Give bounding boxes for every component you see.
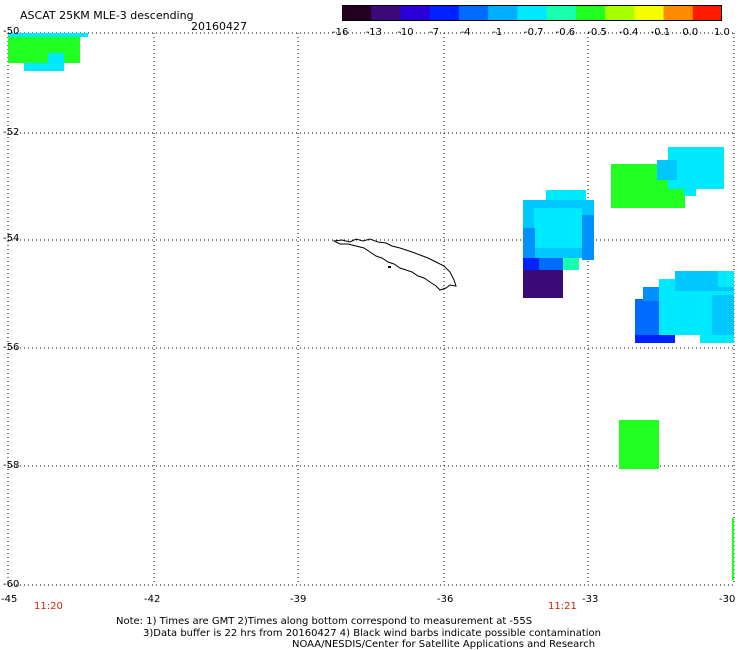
lat-label: -52 <box>3 127 20 138</box>
lat-label: -60 <box>3 579 20 590</box>
colorbar-label: -0.6 <box>555 27 576 38</box>
data-pixel <box>712 295 734 335</box>
data-pixel <box>718 271 734 287</box>
lat-label: -58 <box>3 460 20 471</box>
lon-label: -30 <box>719 594 736 605</box>
data-pixel <box>611 164 661 208</box>
data-pixel <box>8 37 80 53</box>
colorbar-segment <box>692 5 722 21</box>
lat-label: -50 <box>3 26 20 37</box>
lon-label: -39 <box>290 594 307 605</box>
note-line-1: Note: 1) Times are GMT 2)Times along bot… <box>116 616 533 627</box>
south-georgia-coastline <box>332 238 457 291</box>
colorbar-segment <box>371 5 401 21</box>
lat-label: -56 <box>3 342 20 353</box>
colorbar-segment <box>605 5 635 21</box>
map-grid <box>7 32 735 586</box>
colorbar-label: -13 <box>365 27 382 38</box>
lon-label: -42 <box>144 594 161 605</box>
colorbar-segment <box>546 5 577 21</box>
lat-label: -54 <box>3 233 20 244</box>
data-pixel <box>657 160 677 180</box>
colorbar-label: -0.7 <box>524 27 544 38</box>
data-pixel <box>546 190 586 200</box>
data-pixel <box>534 208 582 248</box>
colorbar-label: -10 <box>397 27 414 38</box>
colorbar-segment <box>342 5 372 21</box>
time-label: 11:20 <box>34 601 63 612</box>
colorbar-segment <box>517 5 548 21</box>
data-pixel <box>732 518 734 580</box>
data-pixel <box>635 335 675 343</box>
time-label: 11:21 <box>548 601 577 612</box>
colorbar-segment <box>458 5 489 21</box>
data-pixel <box>539 258 563 270</box>
coastline-islet <box>388 266 391 268</box>
colorbar-label: 1.0 <box>714 27 730 38</box>
note-line-3: NOAA/NESDIS/Center for Satellite Applica… <box>292 639 596 650</box>
data-pixel <box>8 33 88 37</box>
data-pixel <box>700 335 734 343</box>
colorbar-label: -0.5 <box>587 27 607 38</box>
data-pixel <box>523 228 535 258</box>
data-pixel <box>582 215 594 260</box>
colorbar-segment <box>663 5 694 21</box>
colorbar <box>342 5 722 21</box>
colorbar-segment <box>488 5 518 21</box>
colorbar-label: -1 <box>492 27 503 38</box>
data-pixel <box>619 420 659 469</box>
lon-label: -36 <box>437 594 454 605</box>
colorbar-border <box>342 5 722 21</box>
colorbar-segment <box>429 5 460 21</box>
data-pixel <box>643 287 659 301</box>
note-line-2: 3)Data buffer is 22 hrs from 20160427 4)… <box>143 628 601 639</box>
colorbar-segment <box>575 5 606 21</box>
data-pixel <box>523 258 539 270</box>
data-pixels <box>8 33 734 580</box>
data-pixel <box>24 53 48 63</box>
colorbar-label: -7 <box>429 27 439 38</box>
colorbar-label: -4 <box>460 27 471 38</box>
colorbar-label: 0.0 <box>682 27 699 38</box>
colorbar-segment <box>634 5 665 21</box>
colorbar-segment <box>400 5 431 21</box>
lon-label: -45 <box>1 594 18 605</box>
lon-label: -33 <box>582 594 599 605</box>
data-pixel <box>563 258 579 270</box>
map-title: ASCAT 25KM MLE-3 descending <box>20 9 194 22</box>
data-pixel <box>523 270 563 298</box>
map-date: 20160427 <box>191 20 247 33</box>
data-pixel <box>684 170 696 196</box>
